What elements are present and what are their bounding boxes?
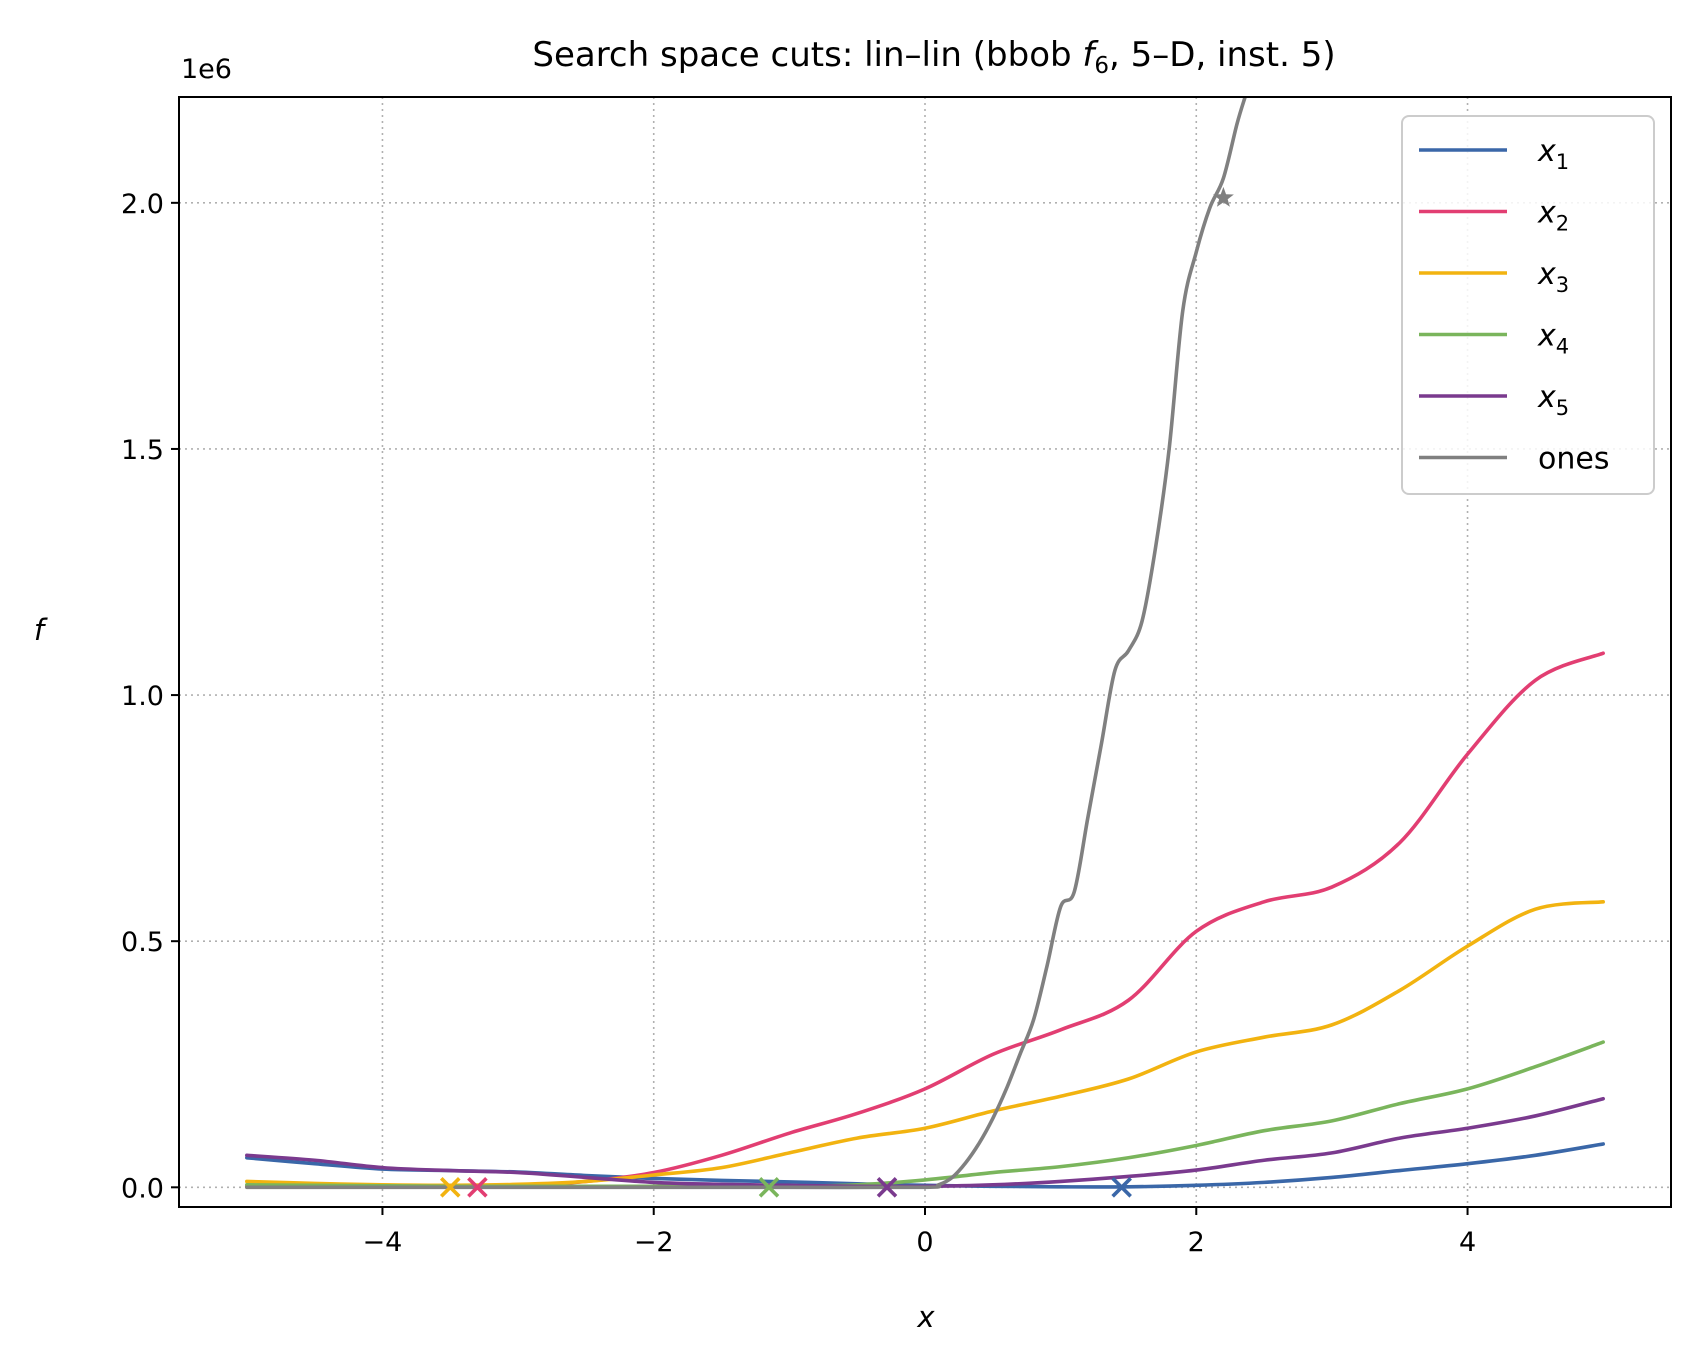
chart-title-suffix: , 5–D, inst. 5)	[1109, 35, 1336, 75]
legend-label-subscript: 4	[1556, 335, 1569, 359]
y-tick-label: 1.0	[121, 681, 164, 712]
x-tick-label: −2	[634, 1227, 674, 1258]
legend-label: x3	[1537, 257, 1569, 297]
legend-label-base: x	[1537, 134, 1556, 169]
optimum-marker-x1	[1111, 1177, 1132, 1198]
legend-label: x5	[1537, 380, 1569, 420]
y-tick-label: 0.5	[121, 927, 164, 958]
legend-label-subscript: 1	[1556, 150, 1569, 174]
legend-item-x4: x4	[1419, 319, 1569, 359]
legend-box	[1401, 115, 1655, 495]
x-axis-ticks: −4 −2 0 2 4	[363, 1207, 1476, 1258]
legend-item-ones: ones	[1419, 442, 1609, 477]
chart-title-prefix: Search space cuts: lin–lin (bbob	[532, 35, 1082, 75]
legend-item-x3: x3	[1419, 257, 1569, 297]
legend-label: x4	[1537, 319, 1569, 359]
legend-label-base: x	[1537, 196, 1556, 231]
legend-label-base: x	[1537, 319, 1556, 354]
optimum-marker-ones	[1212, 186, 1234, 207]
y-offset-label: 1e6	[181, 54, 232, 85]
chart-title: Search space cuts: lin–lin (bbob f6, 5–D…	[532, 35, 1335, 79]
y-axis-ticks: 0.0 0.5 1.0 1.5 2.0	[121, 189, 179, 1204]
legend-item-x5: x5	[1419, 380, 1569, 420]
x-tick-label: −4	[363, 1227, 403, 1258]
legend-label-base: x	[1537, 380, 1556, 415]
legend-label: ones	[1538, 442, 1609, 477]
optimum-marker-x2	[467, 1177, 488, 1198]
optimum-marker-x5	[876, 1177, 898, 1198]
legend-item-x2: x2	[1419, 196, 1569, 236]
legend-label-base: x	[1537, 257, 1556, 292]
grid	[179, 97, 1671, 1207]
legend-label-subscript: 2	[1556, 212, 1569, 236]
y-tick-label: 1.5	[121, 435, 164, 466]
legend-label-subscript: 3	[1556, 273, 1569, 297]
x-tick-label: 2	[1188, 1227, 1205, 1258]
y-tick-label: 2.0	[121, 189, 164, 220]
y-tick-label: 0.0	[121, 1173, 164, 1204]
legend-label: x1	[1537, 134, 1569, 174]
series-markers	[440, 186, 1234, 1198]
legend-item-x1: x1	[1419, 134, 1569, 174]
optimum-marker-x3	[440, 1177, 461, 1198]
chart-title-subscript: 6	[1094, 53, 1109, 79]
x-tick-label: 0	[916, 1227, 933, 1258]
x-tick-label: 4	[1459, 1227, 1476, 1258]
legend-label-subscript: 5	[1556, 396, 1569, 420]
optimum-marker-x4	[758, 1177, 780, 1198]
legend-label: x2	[1537, 196, 1569, 236]
x-axis-label: x	[916, 1300, 935, 1334]
